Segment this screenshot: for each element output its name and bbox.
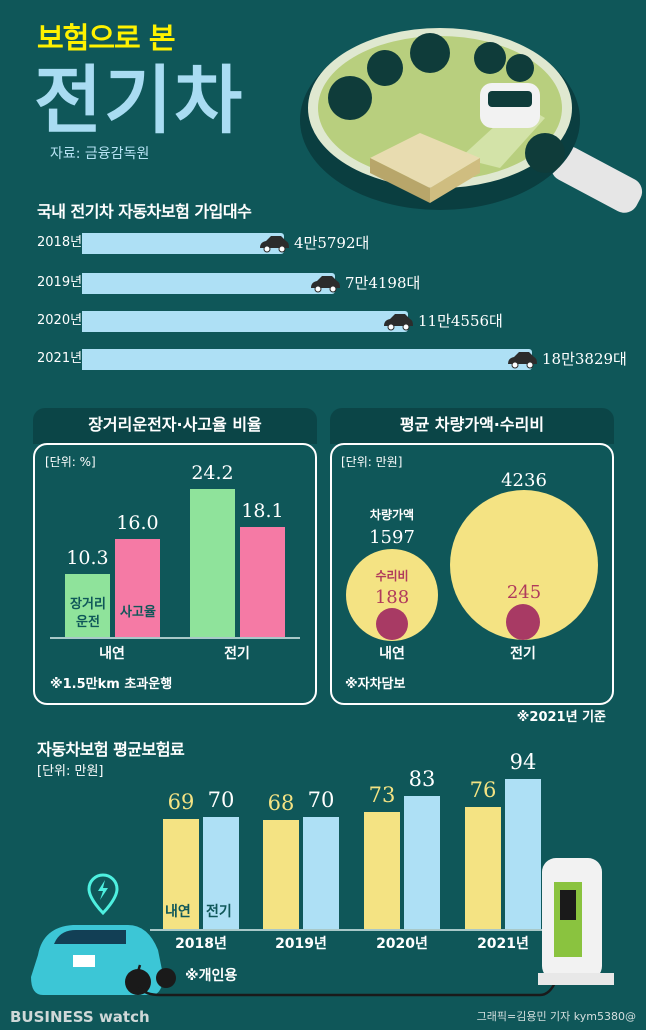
- money-stack-icon: [370, 133, 480, 203]
- series-label: 수리비: [375, 568, 408, 583]
- value-label: 10.3: [66, 547, 109, 569]
- category-label: 내연: [379, 646, 405, 662]
- note: ※1.5만km 초과운행: [50, 677, 173, 692]
- category-label: 내연: [99, 646, 125, 662]
- bar: [465, 807, 501, 929]
- value-label: 68: [267, 791, 295, 815]
- note: ※자차담보: [345, 677, 406, 692]
- long-distance-box: 장거리운전자·사고율 비율: [33, 408, 317, 444]
- value-label: 18.1: [241, 500, 284, 522]
- category-label: 전기: [510, 646, 536, 662]
- ev-car-icon: [480, 83, 540, 128]
- magnifier-illustration: [300, 28, 643, 213]
- bubble-ice-value: [346, 549, 438, 641]
- box-title: 장거리운전자·사고율 비율: [33, 408, 317, 444]
- bubble-chart: 4236 차량가액 1597 수리비 188 245: [346, 470, 598, 641]
- value-label: 70: [207, 788, 235, 812]
- unit-label: [단위: 만원]: [37, 764, 104, 779]
- car-icon: [258, 234, 290, 253]
- bar: [82, 311, 408, 332]
- car-icon: [309, 274, 341, 293]
- value-label: 69: [167, 790, 195, 814]
- page-title: 전기차: [34, 58, 245, 144]
- bar: [263, 820, 299, 929]
- subtitle: 보험으로 본: [37, 21, 175, 55]
- source-text: 자료: 금융감독원: [50, 146, 150, 162]
- value-label: 18만3829대: [542, 350, 627, 368]
- car-icon: [382, 312, 414, 331]
- charger-station-icon: [538, 858, 614, 985]
- ev-car-illustration: [31, 873, 176, 995]
- value-label: 11만4556대: [418, 312, 503, 330]
- box-title: 평균 차량가액·수리비: [330, 408, 614, 444]
- year-label: 2020년: [37, 313, 83, 328]
- value-label: 73: [368, 783, 396, 807]
- year-label: 2020년: [376, 936, 428, 952]
- magnifier-handle-icon: [551, 146, 643, 213]
- bar: [364, 812, 400, 929]
- tree-icon: [328, 33, 565, 173]
- value-label: 16.0: [116, 512, 159, 534]
- legend-ev: 전기: [206, 904, 232, 920]
- footnote: ※2021년 기준: [516, 710, 606, 725]
- bubble-ice-repair: [376, 608, 408, 640]
- value-label: 7만4198대: [345, 274, 421, 292]
- unit-label: [단위: %]: [45, 455, 96, 469]
- value-label: 188: [375, 587, 409, 608]
- bar: [190, 489, 235, 637]
- bar: [203, 817, 239, 929]
- business-watch-logo: BUSINESS watch: [10, 1008, 150, 1026]
- bar: [404, 796, 440, 929]
- bar: [240, 527, 285, 637]
- value-label: 245: [507, 582, 541, 603]
- legend-text: 장거리: [70, 597, 106, 612]
- value-label: 4만5792대: [294, 234, 370, 252]
- bar: [65, 574, 110, 637]
- section-title-premium: 자동차보험 평균보험료: [37, 740, 185, 759]
- baseline: [150, 929, 555, 931]
- credit: 그래픽=김용민 기자 kym5380@: [476, 1010, 636, 1023]
- value-label: 24.2: [191, 462, 234, 484]
- value-label: 94: [509, 750, 537, 774]
- bar: [82, 273, 335, 294]
- bubble-ev-repair: [506, 604, 540, 640]
- year-label: 2019년: [275, 936, 327, 952]
- bar: [163, 819, 199, 929]
- bar: [505, 779, 541, 929]
- unit-label: [단위: 만원]: [341, 455, 403, 469]
- series-label: 차량가액: [370, 507, 414, 522]
- value-label: 4236: [501, 470, 547, 491]
- year-label: 2018년: [175, 936, 227, 952]
- bar: [82, 233, 284, 254]
- bar: [115, 539, 160, 637]
- year-label: 2021년: [37, 351, 83, 366]
- legend-text: 운전: [76, 615, 100, 630]
- vehicle-value-box: 평균 차량가액·수리비: [330, 408, 614, 444]
- car-icon: [506, 350, 538, 369]
- section-title-subscriptions: 국내 전기차 자동차보험 가입대수: [37, 202, 252, 221]
- bar: [82, 349, 532, 370]
- legend-ice: 내연: [165, 904, 191, 920]
- legend-accident-rate: 사고율: [120, 605, 156, 620]
- value-label: 70: [307, 788, 335, 812]
- charging-pin-icon: [87, 873, 119, 916]
- year-label: 2018년: [37, 235, 83, 250]
- value-label: 83: [408, 767, 436, 791]
- value-label: 76: [469, 778, 497, 802]
- year-label: 2019년: [37, 275, 83, 290]
- note: ※개인용: [185, 968, 238, 984]
- year-label: 2021년: [477, 936, 529, 952]
- bubble-ev-value: [450, 490, 598, 640]
- long-distance-box-body: [33, 443, 317, 705]
- bar: [303, 817, 339, 929]
- vehicle-value-box-body: [330, 443, 614, 705]
- value-label: 1597: [369, 527, 415, 548]
- baseline: [50, 637, 300, 639]
- category-label: 전기: [224, 646, 250, 662]
